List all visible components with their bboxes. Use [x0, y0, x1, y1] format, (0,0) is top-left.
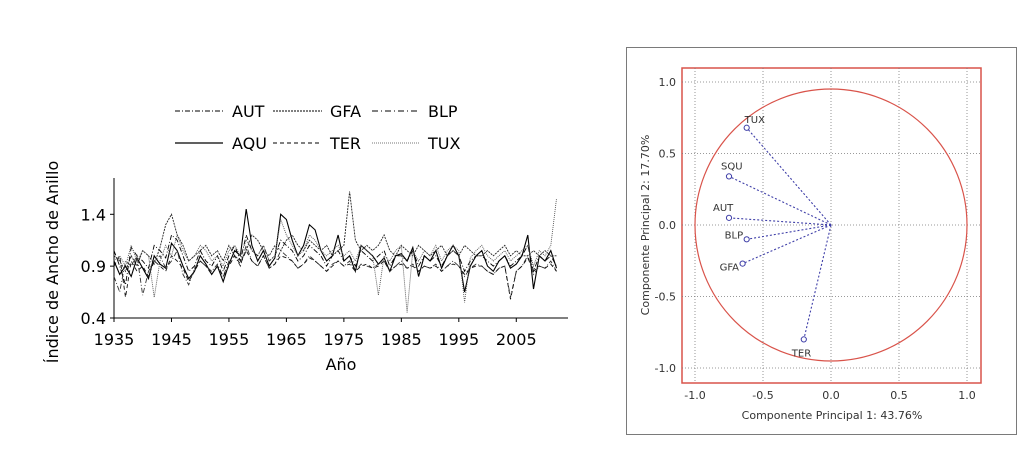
pca-grid: [682, 68, 981, 383]
series-line-aqu: [113, 209, 558, 293]
pca-y-tick-label: 0.0: [659, 219, 677, 232]
legend-label-gfa: GFA: [330, 102, 361, 121]
pca-point-label-gfa: GFA: [720, 263, 740, 274]
x-tick-label: 1975: [324, 330, 365, 349]
pca-y-tick-label: 1.0: [659, 76, 677, 89]
series-line-gfa: [113, 191, 557, 273]
pca-vector-ter: [803, 224, 832, 340]
x-axis-label: Año: [326, 355, 357, 374]
correlation-circle: [694, 88, 968, 362]
x-tick-label: 1955: [209, 330, 250, 349]
x-tick-label: 1935: [94, 330, 135, 349]
pca-point-label-squ: SQU: [721, 161, 743, 172]
pca-x-axis-label: Componente Principal 1: 43.76%: [742, 409, 923, 422]
pca-axis-ticks: -1.0 -0.5 0.0 0.5 1.0 1.0 0.5 0.0 -0.5 -1.0: [655, 76, 976, 402]
pca-point-ter: [800, 336, 807, 343]
pca-x-tick-label: 0.5: [890, 389, 908, 402]
pca-point-blp: [743, 236, 750, 243]
pca-x-tick-label: 1.0: [958, 389, 976, 402]
x-tick-label: 1995: [438, 330, 479, 349]
pca-vector-tux: [746, 127, 832, 226]
y-tick-label: 1.4: [81, 205, 106, 224]
pca-correlation-circle-chart: TUX SQU AUT BLP GFA TER -1.0 -0.5 0.0 0.5 1.0 1.0 0…: [639, 67, 982, 422]
legend-label-ter: TER: [329, 134, 361, 153]
x-tick-label: 1965: [266, 330, 307, 349]
y-axis-label: Índice de Ancho de Anillo: [43, 161, 62, 363]
pca-y-tick-label: -0.5: [655, 291, 676, 304]
legend-label-blp: BLP: [428, 102, 458, 121]
axis-ticks: 1935 1945 1955 1965 1975 1985 1995 2005 0.4 0.9 1.…: [81, 205, 537, 349]
x-tick-label: 1945: [151, 330, 192, 349]
pca-point-gfa: [739, 260, 746, 267]
pca-point-label-tux: TUX: [744, 115, 765, 126]
pca-point-label-aut: AUT: [713, 203, 734, 214]
x-tick-label: 2005: [496, 330, 537, 349]
legend-label-aut: AUT: [232, 102, 265, 121]
y-tick-label: 0.9: [81, 257, 106, 276]
pca-point-squ: [725, 173, 733, 180]
pca-vector-squ: [728, 175, 832, 226]
pca-plot-frame: [681, 67, 982, 384]
series-group: [113, 191, 558, 313]
plot-area: 1935 1945 1955 1965 1975 1985 1995 2005 0.4 0.9 1.…: [81, 178, 568, 349]
series-line-ter: [113, 249, 557, 300]
x-tick-label: 1985: [381, 330, 422, 349]
pca-point-aut: [725, 214, 733, 221]
pca-panel: TUX SQU AUT BLP GFA TER -1.0 -0.5 0.0 0.5 1.0 1.0 0…: [626, 47, 1017, 435]
legend-label-tux: TUX: [427, 134, 460, 153]
series-line-tux: [113, 198, 557, 313]
legend-label-aqu: AQU: [232, 134, 267, 153]
tree-ring-index-chart: AUT GFA BLP AQU TER TUX 1935 1945 1955 1965…: [43, 102, 568, 374]
pca-x-tick-label: -1.0: [684, 389, 705, 402]
pca-y-axis-label: Componente Principal 2: 17.70%: [639, 135, 652, 316]
pca-x-tick-label: -0.5: [752, 389, 773, 402]
series-line-blp: [113, 243, 557, 298]
y-tick-label: 0.4: [81, 309, 106, 328]
pca-point-tux: [743, 124, 750, 131]
pca-vector-aut: [728, 217, 832, 226]
pca-x-tick-label: 0.0: [822, 389, 840, 402]
pca-vectors: TUX SQU AUT BLP GFA TER: [713, 115, 832, 359]
pca-point-label-ter: TER: [791, 348, 811, 359]
pca-vector-gfa: [742, 224, 832, 265]
pca-point-label-blp: BLP: [725, 230, 743, 241]
pca-y-tick-label: -1.0: [655, 362, 676, 375]
pca-y-tick-label: 0.5: [659, 148, 677, 161]
legend: AUT GFA BLP AQU TER TUX: [175, 102, 460, 153]
